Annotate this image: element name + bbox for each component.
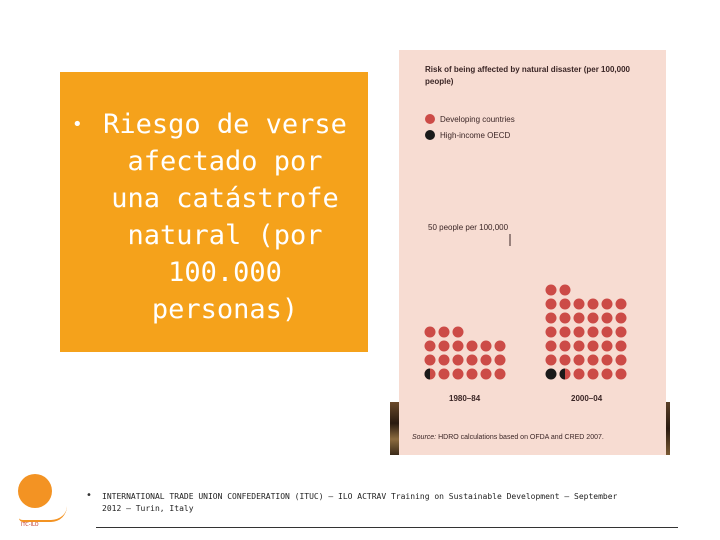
dot-1-37 (559, 284, 571, 296)
logo-mark: ITC-ILO (21, 522, 39, 528)
dot-1-9 (587, 354, 599, 366)
dot-1-11 (615, 354, 627, 366)
dot-1-28 (601, 312, 613, 324)
dot-1-7 (559, 354, 571, 366)
dot-0-16 (480, 340, 492, 352)
dot-1-30 (545, 298, 557, 310)
dot-1-14 (573, 340, 585, 352)
dot-1-27 (587, 312, 599, 324)
legend-swatch-developing (425, 114, 435, 124)
dot-0-4 (480, 368, 492, 380)
dot-1-2 (573, 368, 585, 380)
legend-swatch-high-income (425, 130, 435, 140)
dot-1-35 (615, 298, 627, 310)
chart-source: Source: HDRO calculations based on OFDA … (412, 434, 604, 441)
dot-matrix-chart (424, 234, 627, 380)
dot-0-12 (424, 340, 436, 352)
dot-partial-0 (424, 368, 430, 380)
dot-0-7 (438, 354, 450, 366)
legend-item-developing: Developing countries (425, 112, 515, 126)
legend-label-high-income: High-income OECD (440, 130, 511, 140)
dot-1-12 (545, 340, 557, 352)
dot-0-1 (438, 368, 450, 380)
dot-1-3 (587, 368, 599, 380)
logo-swoosh (19, 506, 67, 522)
dot-1-20 (573, 326, 585, 338)
dot-0-9 (466, 354, 478, 366)
dot-1-29 (615, 312, 627, 324)
dot-1-23 (615, 326, 627, 338)
legend-item-high-income: High-income OECD (425, 128, 515, 142)
dot-1-24 (545, 312, 557, 324)
dot-0-19 (438, 326, 450, 338)
footer-divider (96, 527, 678, 528)
dot-0-10 (480, 354, 492, 366)
dot-1-33 (587, 298, 599, 310)
dot-1-13 (559, 340, 571, 352)
dot-1-0 (545, 368, 557, 380)
dot-1-22 (601, 326, 613, 338)
dot-0-8 (452, 354, 464, 366)
dot-1-36 (545, 284, 557, 296)
scale-annotation: 50 people per 100,000 (428, 223, 509, 232)
dot-0-13 (438, 340, 450, 352)
footer-text: INTERNATIONAL TRADE UNION CONFEDERATION … (102, 492, 618, 513)
dot-1-8 (573, 354, 585, 366)
dot-0-5 (494, 368, 506, 380)
main-text: Riesgo de verse afectado por una catástr… (103, 109, 347, 325)
dot-1-18 (545, 326, 557, 338)
dot-1-34 (601, 298, 613, 310)
category-label-2000: 2000–04 (571, 394, 603, 403)
chart-title: Risk of being affected by natural disast… (425, 65, 630, 86)
dot-0-3 (466, 368, 478, 380)
dot-0-11 (494, 354, 506, 366)
dot-1-26 (573, 312, 585, 324)
photo-strip-right (666, 402, 670, 455)
dot-0-6 (424, 354, 436, 366)
photo-strip-left (390, 402, 399, 455)
dot-0-20 (452, 326, 464, 338)
footer-bullet: • (86, 490, 92, 501)
dot-1-15 (587, 340, 599, 352)
category-label-1980: 1980–84 (449, 394, 481, 403)
dot-partial-1 (559, 368, 565, 380)
dot-1-25 (559, 312, 571, 324)
text-box: • Riesgo de verse afectado por una catás… (60, 72, 368, 352)
source-label: Source: (412, 434, 437, 441)
chart-panel: Risk of being affected by natural disast… (399, 50, 666, 455)
dot-1-4 (601, 368, 613, 380)
dot-1-19 (559, 326, 571, 338)
dot-1-17 (615, 340, 627, 352)
dot-1-32 (573, 298, 585, 310)
dot-1-6 (545, 354, 557, 366)
dot-0-15 (466, 340, 478, 352)
dot-0-14 (452, 340, 464, 352)
logo-circle (18, 474, 52, 508)
bullet: • (72, 114, 83, 135)
dot-0-18 (424, 326, 436, 338)
source-text: HDRO calculations based on OFDA and CRED… (438, 434, 604, 441)
dot-1-31 (559, 298, 571, 310)
legend-label-developing: Developing countries (440, 114, 515, 124)
dot-1-10 (601, 354, 613, 366)
dot-1-5 (615, 368, 627, 380)
dot-0-17 (494, 340, 506, 352)
dot-1-21 (587, 326, 599, 338)
dot-0-2 (452, 368, 464, 380)
dot-1-16 (601, 340, 613, 352)
legend: Developing countries High-income OECD (425, 112, 515, 144)
